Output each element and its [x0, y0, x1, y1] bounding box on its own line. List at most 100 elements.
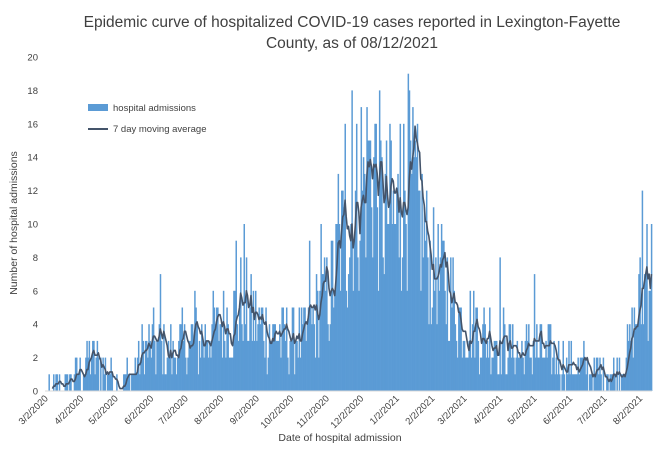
admission-bar — [578, 374, 581, 391]
admission-bar — [110, 357, 112, 391]
admission-bar — [142, 340, 145, 391]
admission-bar — [342, 190, 344, 391]
admission-bar — [415, 157, 418, 391]
admission-bar — [213, 307, 216, 391]
admission-bar — [181, 307, 184, 391]
admission-bar — [354, 190, 357, 391]
admission-bar — [513, 357, 515, 391]
admission-bar — [586, 357, 589, 391]
admission-bar — [359, 240, 361, 391]
admission-bar — [66, 374, 69, 391]
admission-bar — [579, 357, 582, 391]
admission-bar — [497, 374, 499, 391]
admission-bar — [345, 290, 348, 391]
admission-bar — [265, 307, 267, 391]
admission-bar — [397, 173, 399, 391]
admission-bar — [234, 290, 236, 391]
admission-bar — [501, 340, 504, 391]
admission-bar — [599, 357, 601, 391]
admission-bar — [282, 307, 285, 391]
admission-bar — [360, 107, 363, 391]
legend-label-moving-average: 7 day moving average — [113, 124, 206, 135]
admission-bar — [588, 374, 591, 391]
admission-bar — [408, 90, 411, 392]
admission-bar — [108, 374, 110, 391]
admission-bar — [508, 324, 511, 391]
admission-bar — [166, 357, 169, 391]
admission-bar — [464, 357, 467, 391]
admission-bar — [305, 340, 307, 391]
admission-bar — [424, 240, 427, 391]
admission-bar — [454, 324, 457, 391]
chart-title-line1: Epidemic curve of hospitalized COVID-19 … — [84, 14, 621, 31]
admission-bar — [375, 123, 377, 392]
admission-bar — [485, 357, 488, 391]
admission-bar — [643, 274, 646, 391]
admission-bar — [611, 374, 614, 391]
admission-bar — [347, 274, 350, 391]
admission-bar — [328, 340, 330, 391]
admission-bar — [199, 357, 202, 391]
admission-bar — [549, 324, 552, 391]
admission-bar — [165, 374, 167, 391]
admission-bar — [132, 374, 134, 391]
admission-bar — [331, 240, 334, 391]
admission-bar — [294, 374, 296, 391]
admission-bar — [178, 340, 180, 391]
admission-bar — [308, 240, 311, 391]
admission-bar — [492, 357, 494, 391]
admission-bar — [376, 207, 379, 391]
admission-bar — [627, 340, 630, 391]
admission-bar — [570, 340, 573, 391]
admission-bar — [151, 324, 154, 391]
admission-bar — [207, 357, 210, 391]
admission-bar — [259, 324, 262, 391]
admission-bar — [509, 324, 512, 391]
admission-bar — [272, 324, 274, 391]
admission-bar — [136, 357, 139, 391]
admission-bar — [226, 307, 228, 391]
admission-bar — [440, 224, 443, 391]
admission-bar — [448, 340, 451, 391]
admission-bar — [482, 324, 484, 391]
admission-bar — [490, 374, 492, 391]
admission-bar — [399, 123, 402, 392]
x-tick-label: 6/2/2021 — [541, 393, 575, 427]
x-tick-label: 10/2/2020 — [259, 393, 297, 431]
admission-bar — [162, 374, 164, 391]
admission-bar — [621, 374, 623, 391]
admission-bar — [631, 307, 633, 391]
admission-bar — [561, 374, 563, 391]
admission-bar — [102, 357, 104, 391]
admission-bar — [148, 324, 150, 391]
admission-bar — [474, 357, 476, 391]
admission-bar — [321, 274, 324, 391]
admission-bar — [318, 357, 320, 391]
admission-bar — [254, 290, 257, 391]
admission-bar — [538, 357, 540, 391]
admission-bar — [468, 340, 470, 391]
admission-bar — [389, 123, 391, 392]
admission-bar — [96, 340, 99, 391]
admission-bar — [106, 374, 109, 391]
admission-bar — [442, 240, 444, 391]
admission-bar — [157, 340, 159, 391]
admission-bar — [546, 357, 548, 391]
admission-bar — [210, 357, 212, 391]
admission-bar — [237, 340, 240, 391]
admission-bar — [374, 123, 376, 392]
admission-bar — [271, 340, 273, 391]
admission-bar — [313, 324, 315, 391]
admission-bar — [229, 357, 232, 391]
x-tick-label: 8/2/2021 — [611, 393, 645, 427]
admission-bar — [435, 257, 437, 391]
admission-bar — [182, 340, 185, 391]
admission-bar — [240, 257, 242, 391]
admission-bar — [326, 257, 328, 391]
admission-bar — [432, 207, 435, 391]
admission-bar — [300, 307, 303, 391]
admission-bar — [252, 290, 255, 391]
admission-bar — [261, 307, 264, 391]
admission-bar — [174, 357, 177, 391]
admission-bar — [544, 357, 546, 391]
